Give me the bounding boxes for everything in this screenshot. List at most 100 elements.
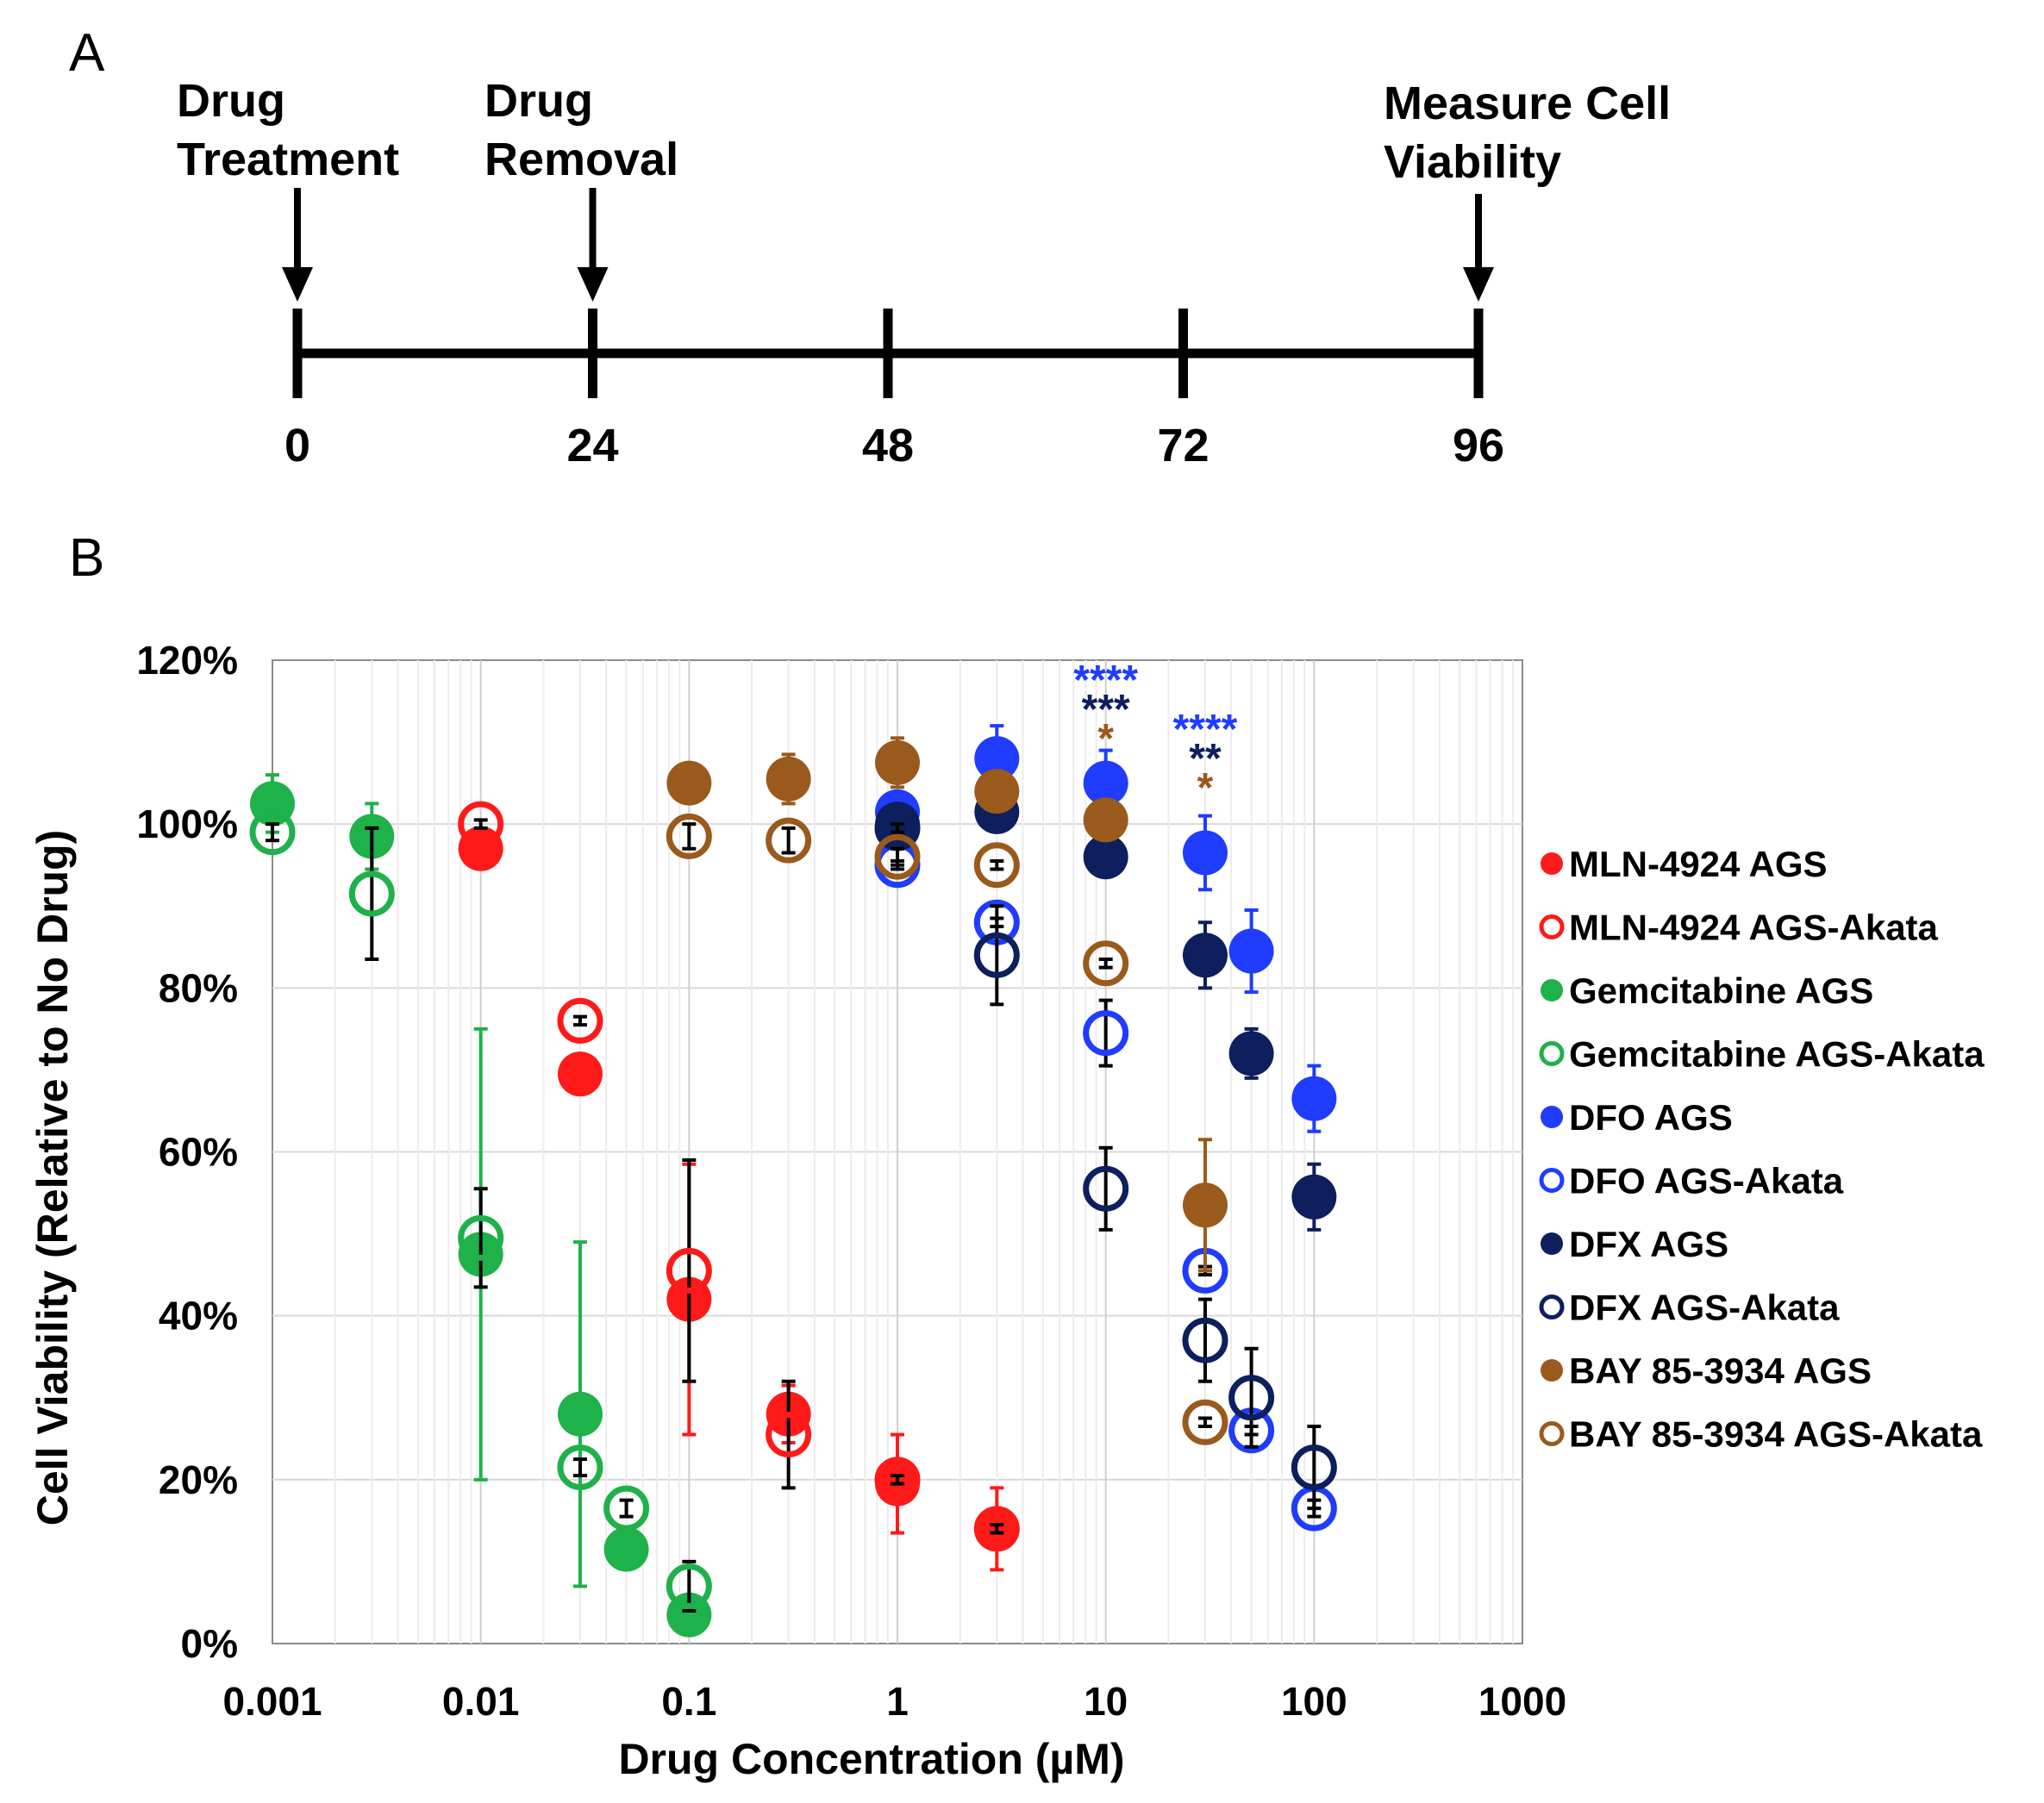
data-point [1291, 1076, 1337, 1121]
data-point [1182, 1399, 1228, 1445]
timeline-tick-label: 72 [1157, 420, 1209, 471]
legend-marker [1541, 1232, 1563, 1255]
panel-b: B 0% 20% 40% 60% 80% 100% 120% 0.001 0.01 0.1 1 10 1… [28, 528, 1985, 1783]
timeline: 0 24 48 72 96 Drug Treatment Drug Removal Measure… [177, 75, 1671, 471]
data-point [1228, 1375, 1275, 1421]
significance-marker: **** [1073, 658, 1138, 703]
y-tick-label: 60% [159, 1130, 238, 1175]
legend-marker [1541, 1106, 1563, 1128]
event-label: Removal [484, 134, 678, 185]
x-tick-label: 100 [1281, 1679, 1347, 1724]
data-point [348, 870, 395, 917]
significance-marker: * [1197, 765, 1214, 811]
data-point [1182, 933, 1228, 978]
timeline-tick-label: 48 [862, 420, 914, 471]
x-tick-label: 10 [1084, 1679, 1128, 1724]
event-label: Viability [1384, 136, 1561, 188]
significance-marker: * [1097, 716, 1114, 762]
data-point [974, 736, 1020, 782]
data-point [974, 769, 1020, 814]
y-tick-label: 100% [136, 802, 238, 846]
legend-item-gemcitabine-ags: Gemcitabine AGS [1541, 970, 1873, 1011]
legend-label: BAY 85-3934 AGS-Akata [1569, 1414, 1983, 1455]
y-tick-label: 120% [136, 638, 238, 683]
legend-item-dfx-ags-akata: DFX AGS-Akata [1539, 1288, 1840, 1328]
data-point [557, 1051, 603, 1097]
panel-a: A 0 24 48 72 96 Drug Treatment Drug Removal Measu… [69, 23, 1671, 471]
legend: MLN-4924 AGS MLN-4924 AGS-Akata Gemcitabin… [1539, 844, 1985, 1455]
data-point [1228, 1031, 1274, 1076]
legend-marker [1541, 852, 1563, 875]
timeline-tick-label: 24 [566, 420, 618, 471]
y-tick-label: 20% [159, 1457, 238, 1502]
significance-marker: *** [1082, 687, 1130, 733]
event-label: Measure Cell [1384, 78, 1671, 129]
legend-label: DFX AGS [1569, 1224, 1728, 1264]
data-point [1083, 834, 1128, 880]
data-point [666, 1247, 712, 1294]
data-point [973, 1506, 1020, 1552]
data-point [874, 833, 921, 880]
timeline-tick-label: 0 [284, 420, 310, 471]
data-point [1291, 1444, 1337, 1491]
down-arrow-head [1463, 267, 1494, 302]
y-axis-title: Cell Viability (Relative to No Drug) [28, 830, 77, 1526]
data-point [249, 809, 296, 856]
data-point [875, 739, 920, 785]
legend-item-mln-4924-ags-akata: MLN-4924 AGS-Akata [1539, 908, 1939, 948]
data-point [458, 801, 504, 847]
legend-item-bay-85-3934-ags-akata: BAY 85-3934 AGS-Akata [1539, 1414, 1983, 1455]
legend-marker [1539, 1295, 1565, 1319]
legend-label: Gemcitabine AGS-Akata [1569, 1034, 1985, 1075]
y-tick-label: 0% [181, 1621, 238, 1666]
data-point [666, 760, 712, 806]
legend-label: MLN-4924 AGS [1569, 844, 1828, 884]
data-point [1083, 1165, 1129, 1212]
series-bay-85-3934-ags-akata [666, 813, 1228, 1445]
legend-marker [1539, 1421, 1565, 1446]
data-point [1083, 760, 1128, 806]
legend-label: MLN-4924 AGS-Akata [1569, 908, 1939, 948]
down-arrow-head [282, 267, 313, 302]
legend-marker [1539, 1041, 1565, 1066]
data-point [973, 842, 1020, 889]
data-point [458, 1214, 504, 1261]
y-tick-label: 40% [159, 1294, 238, 1338]
series-gemcitabine-ags-akata [249, 809, 712, 1613]
legend-marker [1541, 1359, 1563, 1382]
data-point [666, 813, 712, 859]
legend-item-bay-85-3934-ags: BAY 85-3934 AGS [1541, 1351, 1872, 1391]
timeline-tick-label: 96 [1453, 420, 1504, 471]
series-dfx-ags [875, 789, 1337, 1232]
data-point [973, 932, 1020, 978]
series-dfx-ags-akata [874, 805, 1337, 1511]
down-arrow-head [577, 267, 609, 302]
x-tick-label: 0.1 [661, 1679, 716, 1724]
data-point [766, 817, 812, 864]
x-tick-label: 1 [886, 1679, 909, 1724]
significance-marker: **** [1173, 707, 1238, 752]
significance-marker: ** [1189, 736, 1222, 782]
legend-label: DFX AGS-Akata [1569, 1288, 1840, 1328]
x-tick-label: 0.001 [222, 1679, 322, 1724]
series-dfo-ags [875, 724, 1337, 1133]
data-point [1083, 797, 1128, 843]
data-point [766, 756, 811, 802]
x-axis-title: Drug Concentration (µM) [618, 1735, 1124, 1783]
data-point [557, 1444, 603, 1491]
legend-label: DFO AGS-Akata [1569, 1161, 1844, 1201]
panel-a-label: A [69, 23, 105, 83]
data-point [1083, 940, 1129, 987]
y-tick-label: 80% [159, 965, 238, 1010]
data-point [1228, 928, 1274, 974]
legend-item-dfx-ags: DFX AGS [1541, 1224, 1728, 1264]
data-point [1182, 1182, 1228, 1228]
data-point [557, 997, 603, 1044]
legend-label: Gemcitabine AGS [1569, 970, 1873, 1011]
legend-label: BAY 85-3934 AGS [1569, 1351, 1872, 1391]
dose-response-chart: 0% 20% 40% 60% 80% 100% 120% 0.001 0.01 0.1 1 10 100… [28, 638, 1985, 1783]
legend-marker [1539, 1168, 1565, 1193]
legend-item-dfo-ags-akata: DFO AGS-Akata [1539, 1161, 1844, 1201]
legend-marker [1541, 979, 1563, 1001]
